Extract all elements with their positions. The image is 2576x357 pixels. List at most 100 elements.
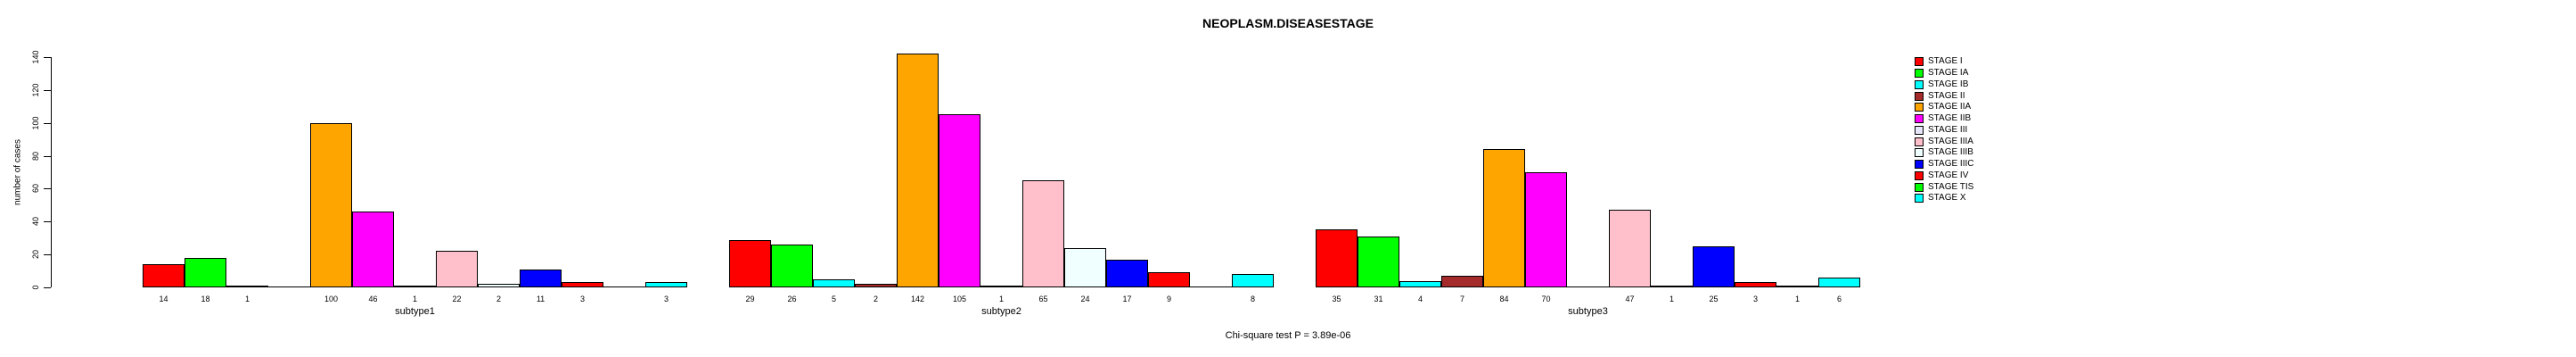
legend: STAGE I STAGE IA STAGE IB STAGE II STAGE IIA… [1915,56,1974,204]
bar-value-label: 7 [1459,295,1464,303]
legend-label: STAGE X [1928,193,1966,203]
bar-subtype1-stage-x [645,282,687,287]
legend-swatch-stage-tis [1915,182,1924,192]
y-tick [44,122,51,124]
legend-label: STAGE IIIC [1928,159,1974,170]
chart-title: NEOPLASM.DISEASESTAGE [1202,16,1374,30]
legend-label: STAGE IV [1928,170,1969,180]
legend-swatch-stage-x [1915,194,1924,203]
legend-swatch-stage-ii [1915,91,1924,101]
legend-item-stage-iib: STAGE IIB [1915,113,1974,125]
legend-item-stage-iv: STAGE IV [1915,170,1974,182]
bar-value-label: 2 [873,295,878,303]
bar-subtype1-stage-iia [310,123,352,287]
y-tick-label: 100 [31,116,40,130]
y-axis-label: number of cases [12,139,23,205]
bar-value-label: 11 [536,295,546,303]
bar-value-label: 18 [201,295,210,303]
bar-value-label: 24 [1080,295,1090,303]
bar-subtype3-stage-iiic [1693,246,1735,287]
y-tick-label: 140 [31,50,40,64]
bar-value-label: 8 [1250,295,1255,303]
legend-label: STAGE II [1928,90,1965,101]
legend-item-stage-iiic: STAGE IIIC [1915,159,1974,170]
bar-value-label: 25 [1709,295,1719,303]
bar-subtype2-stage-iii [980,286,1022,287]
y-tick-label: 40 [31,217,40,227]
y-tick [44,89,51,91]
bar-subtype3-stage-ia [1358,237,1399,287]
x-group-label-subtype3: subtype3 [1568,306,1608,317]
y-tick-label: 120 [31,83,40,97]
bar-subtype2-stage-ia [771,245,813,287]
y-tick-label: 60 [31,184,40,194]
bar-value-label: 35 [1332,295,1341,303]
legend-label: STAGE TIS [1928,181,1974,192]
bar-subtype1-stage-iv [562,282,603,287]
bar-value-label: 22 [452,295,462,303]
legend-label: STAGE I [1928,56,1963,67]
y-tick [44,287,51,288]
bar-value-label: 6 [1836,295,1842,303]
bar-value-label: 3 [663,295,669,303]
bar-subtype1-stage-iib [352,212,394,287]
y-tick [44,254,51,256]
bar-subtype1-stage-iiib [478,284,520,287]
bar-subtype2-stage-iiic [1106,260,1148,287]
y-tick [44,155,51,157]
bar-subtype2-stage-ii [855,284,897,287]
legend-label: STAGE IB [1928,79,1969,89]
bar-value-label: 47 [1625,295,1635,303]
bar-subtype2-stage-iiia [1022,180,1064,287]
bar-value-label: 14 [159,295,168,303]
bar-zero-subtype1-stage-ii [268,286,310,287]
bar-value-label: 46 [368,295,378,303]
bar-value-label: 5 [831,295,836,303]
bar-value-label: 3 [579,295,585,303]
bar-value-label: 4 [1417,295,1423,303]
bar-subtype3-stage-iv [1735,282,1776,287]
bar-zero-subtype1-stage-tis [603,286,645,287]
bar-subtype3-stage-x [1818,278,1860,287]
bar-value-label: 1 [1669,295,1674,303]
bar-subtype3-stage-ib [1399,281,1441,287]
legend-item-stage-ia: STAGE IA [1915,68,1974,79]
legend-swatch-stage-i [1915,57,1924,67]
bar-zero-subtype2-stage-tis [1190,286,1232,287]
legend-label: STAGE IIB [1928,113,1972,124]
bar-value-label: 2 [496,295,501,303]
y-tick [44,221,51,223]
legend-swatch-stage-ia [1915,69,1924,79]
bar-value-label: 9 [1166,295,1171,303]
legend-item-stage-iiib: STAGE IIIB [1915,147,1974,159]
legend-swatch-stage-iia [1915,103,1924,112]
bar-subtype2-stage-iib [939,114,980,287]
bar-value-label: 3 [1752,295,1758,303]
bar-subtype1-stage-ib [226,286,268,287]
bar-subtype3-stage-tis [1776,286,1818,287]
x-group-label-subtype2: subtype2 [981,306,1021,317]
y-tick-label: 80 [31,151,40,161]
legend-item-stage-ii: STAGE II [1915,90,1974,102]
bar-subtype2-stage-x [1232,274,1274,287]
legend-swatch-stage-iiia [1915,137,1924,146]
legend-swatch-stage-iiib [1915,148,1924,158]
legend-label: STAGE IA [1928,68,1969,79]
legend-label: STAGE IIIA [1928,136,1973,146]
bar-subtype3-stage-iiib [1651,286,1693,287]
legend-swatch-stage-iiic [1915,160,1924,170]
bar-subtype1-stage-iii [394,286,436,287]
y-tick [44,188,51,190]
bar-subtype1-stage-ia [185,258,226,287]
legend-swatch-stage-iib [1915,114,1924,124]
legend-item-stage-ib: STAGE IB [1915,79,1974,91]
chi-square-note: Chi-square test P = 3.89e-06 [1225,330,1351,341]
bar-value-label: 105 [952,295,967,303]
y-axis-line [51,57,52,287]
bar-subtype3-stage-iib [1525,172,1567,287]
y-tick-label: 0 [31,285,40,290]
bar-value-label: 26 [787,295,797,303]
legend-item-stage-x: STAGE X [1915,193,1974,204]
legend-item-stage-iiia: STAGE IIIA [1915,136,1974,147]
